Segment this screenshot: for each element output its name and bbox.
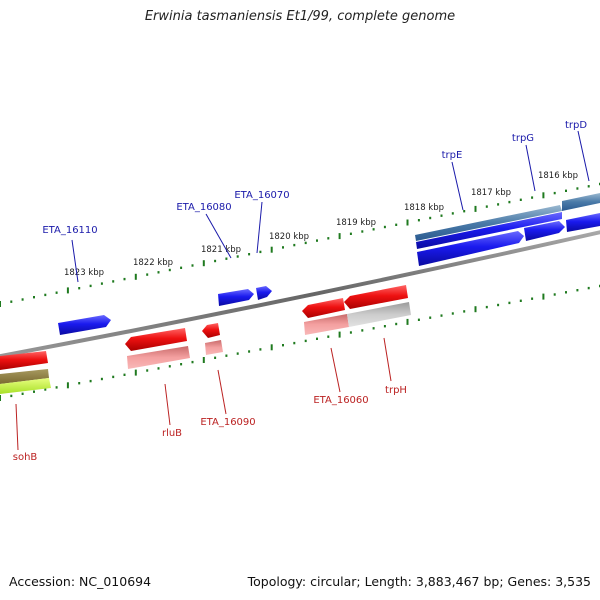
leader-line-forward <box>577 130 590 182</box>
reverse-strand-genes <box>0 285 411 394</box>
leader-line-forward <box>525 144 536 192</box>
leader-line-forward <box>205 213 232 259</box>
accession-label: Accession: NC_010694 <box>9 574 152 589</box>
gene-label-forward[interactable]: ETA_16080 <box>176 202 231 213</box>
ruler-tick-label: 1819 kbp <box>336 218 376 228</box>
gene-label-reverse[interactable]: trpH <box>385 385 407 396</box>
feature-band-forward <box>415 205 562 241</box>
gene-label-reverse[interactable]: rluB <box>162 428 182 439</box>
ruler-tick-label: 1817 kbp <box>471 188 511 198</box>
gene-label-reverse[interactable]: sohB <box>13 452 38 463</box>
gene-label-forward[interactable]: trpD <box>565 120 587 131</box>
genome-summary: Topology: circular; Length: 3,883,467 bp… <box>247 574 591 589</box>
feature-band-reverse <box>205 340 223 355</box>
gene-arrow-reverse[interactable] <box>202 323 220 338</box>
leader-line-forward <box>451 161 464 211</box>
gene-label-forward[interactable]: ETA_16110 <box>42 225 97 236</box>
leader-line-forward <box>71 239 79 283</box>
gene-arrow-forward[interactable] <box>218 289 254 306</box>
gene-arrow-forward[interactable] <box>256 286 272 300</box>
gene-arrow-forward[interactable] <box>58 315 111 335</box>
leader-line-reverse <box>217 369 227 415</box>
ruler-tick-labels: 1823 kbp 1822 kbp 1821 kbp 1820 kbp 1819 kbp… <box>64 171 578 278</box>
figure-title: Erwinia tasmaniensis Et1/99, complete ge… <box>144 9 456 24</box>
ruler-tick-label: 1823 kbp <box>64 268 104 278</box>
leader-line-forward <box>256 201 263 254</box>
forward-strand-genes <box>58 193 600 335</box>
gene-arrow-forward[interactable] <box>417 231 524 266</box>
feature-band-reverse <box>0 369 49 384</box>
leader-line-reverse <box>15 403 19 451</box>
leader-line-reverse <box>383 337 392 382</box>
feature-band-reverse <box>304 314 349 335</box>
leader-line-reverse <box>164 383 171 426</box>
feature-band-forward <box>562 193 600 211</box>
gene-label-reverse[interactable]: ETA_16060 <box>313 395 368 406</box>
gene-label-reverse[interactable]: ETA_16090 <box>200 417 255 428</box>
feature-band-forward <box>416 212 562 249</box>
gene-arrow-forward[interactable] <box>566 213 600 232</box>
gene-arrow-forward[interactable] <box>524 221 565 241</box>
ruler-tick-label: 1818 kbp <box>404 203 444 213</box>
genome-backbone <box>0 230 600 359</box>
gene-arrow-reverse[interactable] <box>344 285 408 309</box>
feature-band-reverse <box>0 378 51 394</box>
gene-label-forward[interactable]: ETA_16070 <box>234 190 289 201</box>
ruler-tick-label: 1821 kbp <box>201 245 241 255</box>
ruler-tick-label: 1822 kbp <box>133 258 173 268</box>
gene-label-forward[interactable]: trpE <box>442 150 463 161</box>
feature-band-reverse <box>347 302 411 327</box>
ruler-lines <box>0 182 600 401</box>
ruler-tick-label: 1816 kbp <box>538 171 578 181</box>
gene-arrow-reverse[interactable] <box>0 351 48 370</box>
gene-label-leaders <box>15 130 590 451</box>
gene-arrow-reverse[interactable] <box>125 328 187 351</box>
leader-line-reverse <box>330 347 341 393</box>
gene-arrow-reverse[interactable] <box>302 298 345 318</box>
gene-label-forward[interactable]: trpG <box>512 133 534 144</box>
feature-band-reverse <box>127 346 190 369</box>
ruler-tick-label: 1820 kbp <box>269 232 309 242</box>
